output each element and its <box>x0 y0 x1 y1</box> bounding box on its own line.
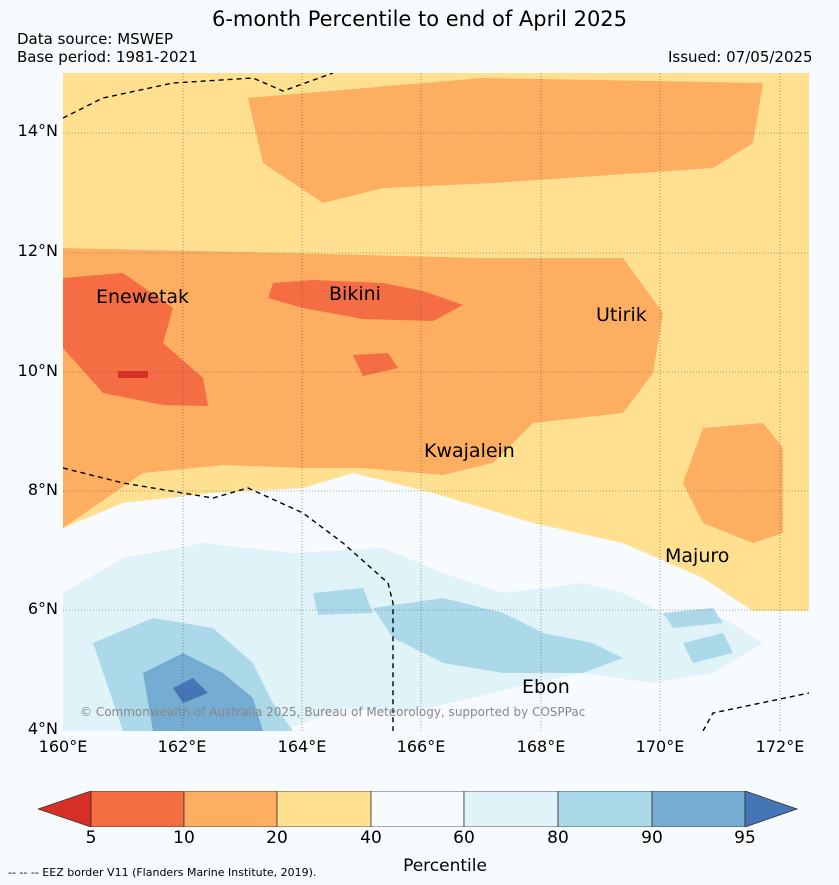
colorbar-segment <box>276 791 372 827</box>
place-label-ebon: Ebon <box>522 676 570 698</box>
map-canvas <box>62 72 810 732</box>
graticule <box>63 73 809 731</box>
x-tick: 166°E <box>396 737 446 756</box>
colorbar-segment <box>370 791 465 827</box>
x-tick: 162°E <box>157 737 207 756</box>
x-tick: 168°E <box>516 737 566 756</box>
colorbar-segment <box>651 791 746 827</box>
band-above-95 <box>173 678 208 703</box>
colorbar-label: 5 <box>85 828 97 848</box>
colorbar-title: Percentile <box>403 856 487 876</box>
y-tick: 8°N <box>27 480 58 499</box>
x-tick: 172°E <box>755 737 805 756</box>
eez-border <box>62 72 810 732</box>
y-tick: 4°N <box>27 719 58 738</box>
band-80-90 <box>93 588 733 731</box>
base-period: Base period: 1981-2021 <box>17 48 198 66</box>
colorbar-label: 95 <box>734 828 756 848</box>
colorbar-segment <box>90 791 185 827</box>
colorbar-label: 10 <box>173 828 195 848</box>
colorbar-low-arrow <box>38 791 92 827</box>
place-label-enewetak: Enewetak <box>96 286 190 308</box>
eez-footnote: -- -- -- EEZ border V11 (Flanders Marine… <box>8 866 317 879</box>
issued-date: Issued: 07/05/2025 <box>668 48 813 66</box>
colorbar-segment <box>463 791 559 827</box>
colorbar-segment <box>557 791 653 827</box>
colorbar-high-arrow <box>744 791 798 827</box>
percentile-map <box>62 72 810 732</box>
colorbar-label: 20 <box>266 828 288 848</box>
colorbar-segment <box>183 791 278 827</box>
colorbar-label: 60 <box>453 828 475 848</box>
x-tick: 160°E <box>38 737 88 756</box>
band-below-5 <box>118 371 148 378</box>
data-source: Data source: MSWEP <box>17 30 174 48</box>
place-label-kwajalein: Kwajalein <box>424 440 515 462</box>
colorbar-label: 90 <box>641 828 663 848</box>
x-tick: 170°E <box>635 737 685 756</box>
place-label-majuro: Majuro <box>665 545 730 567</box>
colorbar-label: 80 <box>547 828 569 848</box>
copyright-notice: © Commonwealth of Australia 2025, Bureau… <box>80 705 586 719</box>
y-tick: 12°N <box>17 241 58 260</box>
colorbar-label: 40 <box>360 828 382 848</box>
band-5-10 <box>63 273 463 406</box>
colorbar <box>38 791 798 827</box>
map-title: 6-month Percentile to end of April 2025 <box>211 7 628 31</box>
y-tick: 10°N <box>17 361 58 380</box>
place-label-bikini: Bikini <box>329 283 381 305</box>
place-label-utirik: Utirik <box>596 304 647 326</box>
x-tick: 164°E <box>277 737 327 756</box>
y-tick: 14°N <box>17 121 58 140</box>
y-tick: 6°N <box>27 599 58 618</box>
